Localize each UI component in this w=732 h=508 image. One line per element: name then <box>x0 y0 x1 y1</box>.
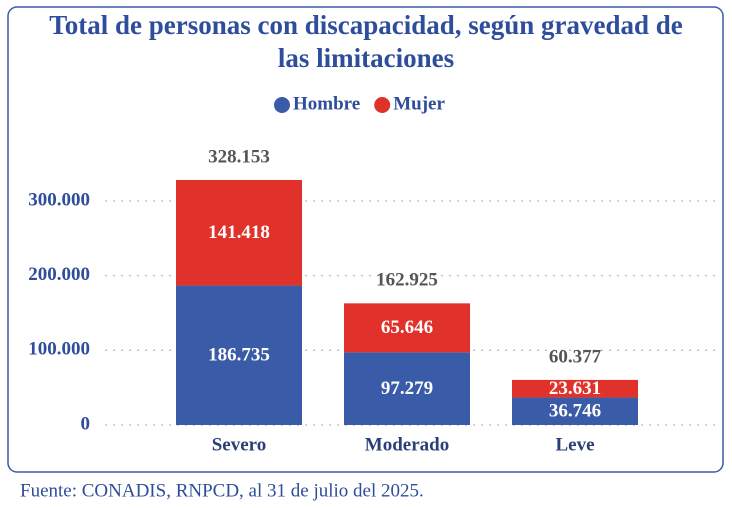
x-tick-label: Severo <box>212 434 267 455</box>
bar-segment <box>512 397 638 425</box>
bar-segment <box>344 303 470 353</box>
legend-label: Hombre <box>293 93 360 114</box>
source-note: Fuente: CONADIS, RNPCD, al 31 de julio d… <box>20 480 424 501</box>
y-tick-label: 100.000 <box>28 339 90 360</box>
total-label: 328.153 <box>208 146 270 167</box>
value-label: 23.631 <box>549 378 601 399</box>
value-label: 141.418 <box>208 222 270 243</box>
x-tick-label: Moderado <box>365 434 449 455</box>
legend-marker <box>274 97 290 113</box>
total-label: 60.377 <box>549 346 602 367</box>
y-tick-label: 0 <box>81 413 91 434</box>
bar-segment <box>344 352 470 425</box>
chart-title: Total de personas con discapacidad, segú… <box>49 10 683 40</box>
bar-segment <box>176 179 302 286</box>
legend-label: Mujer <box>393 93 445 114</box>
x-tick-label: Leve <box>555 434 594 455</box>
bar-segment <box>512 379 638 398</box>
value-label: 65.646 <box>381 317 433 338</box>
legend-marker <box>374 97 391 113</box>
y-tick-label: 200.000 <box>28 264 90 285</box>
value-label: 36.746 <box>549 401 601 422</box>
value-label: 97.279 <box>381 378 433 399</box>
y-tick-label: 300.000 <box>28 189 90 210</box>
bar-segment <box>176 285 302 425</box>
total-label: 162.925 <box>376 270 438 291</box>
chart-title-line-2: las limitaciones <box>278 43 454 73</box>
value-label: 186.735 <box>208 345 270 366</box>
